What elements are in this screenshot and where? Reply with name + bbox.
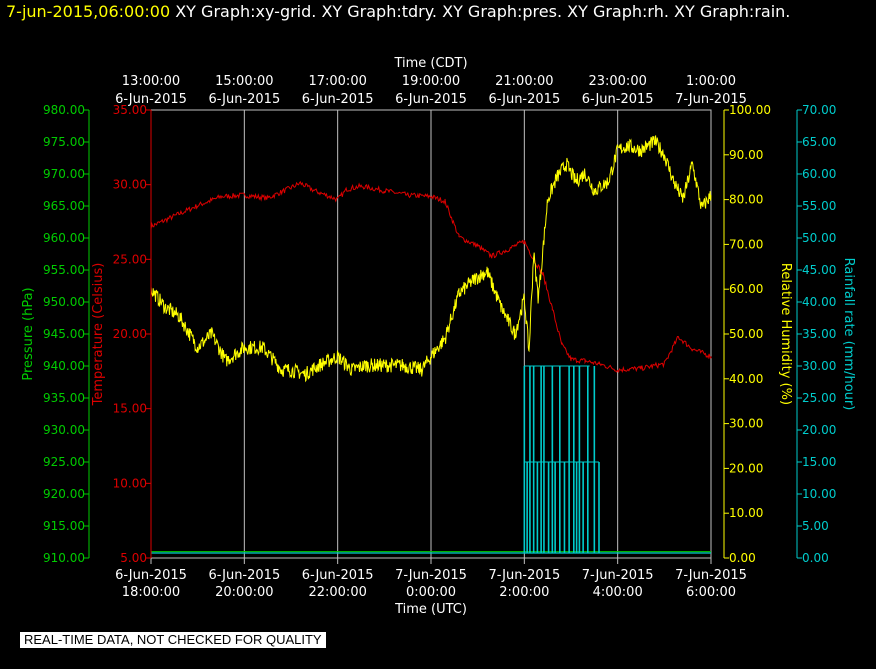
humidity-tick-label: 0.00 — [729, 551, 756, 565]
rain-tick-label: 65.00 — [802, 135, 836, 149]
rain-tick-label: 30.00 — [802, 359, 836, 373]
temperature-tick-label: 35.00 — [113, 103, 147, 117]
pressure-tick-label: 940.00 — [43, 359, 85, 373]
series-layer — [150, 135, 712, 554]
humidity-series-line — [150, 135, 712, 383]
bottom-tick-time: 20:00:00 — [215, 585, 273, 600]
rain-tick-label: 55.00 — [802, 199, 836, 213]
humidity-tick-label: 90.00 — [729, 148, 763, 162]
pressure-tick-label: 960.00 — [43, 231, 85, 245]
pressure-tick-label: 930.00 — [43, 423, 85, 437]
bottom-tick-date: 7-Jun-2015 — [395, 568, 467, 583]
pressure-tick-label: 965.00 — [43, 199, 85, 213]
top-axis-title: Time (CDT) — [393, 56, 467, 71]
bottom-tick-date: 7-Jun-2015 — [582, 568, 654, 583]
pressure-tick-label: 920.00 — [43, 487, 85, 501]
bottom-tick-time: 0:00:00 — [406, 585, 456, 600]
humidity-axis-title: Relative Humidity (%) — [778, 263, 793, 405]
pressure-tick-label: 925.00 — [43, 455, 85, 469]
temperature-series-line — [150, 180, 712, 374]
humidity-tick-label: 50.00 — [729, 327, 763, 341]
rain-tick-label: 50.00 — [802, 231, 836, 245]
bottom-tick-date: 6-Jun-2015 — [208, 568, 280, 583]
quality-disclaimer: REAL-TIME DATA, NOT CHECKED FOR QUALITY — [20, 632, 326, 648]
pressure-axis-title: Pressure (hPa) — [21, 287, 36, 380]
humidity-tick-label: 80.00 — [729, 193, 763, 207]
title-graph-list: XY Graph:xy-grid. XY Graph:tdry. XY Grap… — [175, 2, 791, 21]
top-tick-time: 13:00:00 — [122, 74, 180, 89]
rain-tick-label: 20.00 — [802, 423, 836, 437]
bottom-tick-date: 7-Jun-2015 — [488, 568, 560, 583]
top-tick-date: 6-Jun-2015 — [582, 92, 654, 107]
humidity-tick-label: 70.00 — [729, 237, 763, 251]
top-tick-time: 1:00:00 — [686, 74, 736, 89]
rain-tick-label: 5.00 — [802, 519, 829, 533]
bottom-tick-date: 7-Jun-2015 — [675, 568, 747, 583]
pressure-tick-label: 950.00 — [43, 295, 85, 309]
humidity-tick-label: 10.00 — [729, 506, 763, 520]
humidity-tick-label: 20.00 — [729, 461, 763, 475]
rain-tick-label: 15.00 — [802, 455, 836, 469]
humidity-tick-label: 40.00 — [729, 372, 763, 386]
top-tick-time: 19:00:00 — [402, 74, 460, 89]
pressure-tick-label: 935.00 — [43, 391, 85, 405]
axes-layer: Time (CDT) 13:00:00 6-Jun-2015 15:00:00 6-Ju… — [21, 56, 856, 617]
bottom-tick-time: 22:00:00 — [308, 585, 366, 600]
pressure-tick-label: 945.00 — [43, 327, 85, 341]
rain-tick-label: 0.00 — [802, 551, 829, 565]
top-tick-time: 15:00:00 — [215, 74, 273, 89]
grid-layer — [150, 109, 712, 559]
top-tick-time: 17:00:00 — [308, 74, 366, 89]
title-date: 7-jun-2015,06:00:00 — [6, 2, 171, 21]
rain-tick-label: 60.00 — [802, 167, 836, 181]
rain-tick-label: 25.00 — [802, 391, 836, 405]
temperature-tick-label: 30.00 — [113, 178, 147, 192]
humidity-tick-label: 30.00 — [729, 417, 763, 431]
bottom-tick-time: 4:00:00 — [593, 585, 643, 600]
temperature-axis-title: Temperature (Celsius) — [91, 263, 106, 407]
rain-tick-label: 10.00 — [802, 487, 836, 501]
temperature-tick-label: 15.00 — [113, 402, 147, 416]
bottom-axis-title: Time (UTC) — [394, 602, 467, 617]
top-tick-time: 21:00:00 — [495, 74, 553, 89]
rain-axis-title: Rainfall rate (mm/hour) — [841, 258, 856, 411]
temperature-tick-label: 5.00 — [120, 551, 147, 565]
top-tick-date: 6-Jun-2015 — [115, 92, 187, 107]
temperature-tick-label: 25.00 — [113, 252, 147, 266]
top-tick-date: 6-Jun-2015 — [395, 92, 467, 107]
pressure-tick-label: 910.00 — [43, 551, 85, 565]
rain-tick-label: 40.00 — [802, 295, 836, 309]
pressure-tick-label: 915.00 — [43, 519, 85, 533]
chart-title: 7-jun-2015,06:00:00 XY Graph:xy-grid. XY… — [6, 2, 790, 21]
rain-tick-label: 70.00 — [802, 103, 836, 117]
bottom-tick-time: 2:00:00 — [499, 585, 549, 600]
bottom-tick-time: 6:00:00 — [686, 585, 736, 600]
top-tick-date: 6-Jun-2015 — [302, 92, 374, 107]
rain-tick-label: 45.00 — [802, 263, 836, 277]
temperature-tick-label: 20.00 — [113, 327, 147, 341]
temperature-tick-label: 10.00 — [113, 476, 147, 490]
pressure-tick-label: 980.00 — [43, 103, 85, 117]
top-tick-date: 6-Jun-2015 — [208, 92, 280, 107]
bottom-tick-date: 6-Jun-2015 — [302, 568, 374, 583]
top-tick-date: 7-Jun-2015 — [675, 92, 747, 107]
humidity-tick-label: 60.00 — [729, 282, 763, 296]
top-tick-time: 23:00:00 — [588, 74, 646, 89]
humidity-tick-label: 100.00 — [729, 103, 771, 117]
pressure-tick-label: 970.00 — [43, 167, 85, 181]
rain-tick-label: 35.00 — [802, 327, 836, 341]
bottom-tick-date: 6-Jun-2015 — [115, 568, 187, 583]
pressure-tick-label: 955.00 — [43, 263, 85, 277]
top-tick-date: 6-Jun-2015 — [488, 92, 560, 107]
bottom-tick-time: 18:00:00 — [122, 585, 180, 600]
pressure-tick-label: 975.00 — [43, 135, 85, 149]
